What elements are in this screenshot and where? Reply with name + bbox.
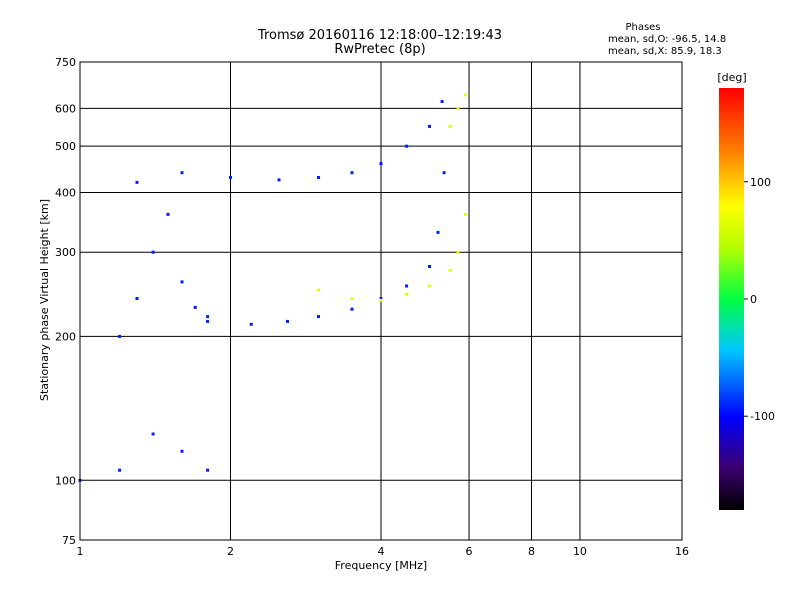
y-tick-label: 300 (55, 246, 76, 259)
data-point (118, 468, 122, 472)
data-point (456, 250, 460, 254)
grid-lines (80, 62, 682, 540)
data-point (193, 305, 197, 309)
data-point (180, 280, 184, 284)
data-point (448, 268, 452, 272)
stats-title: Phases (625, 22, 660, 33)
data-point (135, 180, 139, 184)
chart-title: Tromsø 20160116 12:18:00–12:19:43 (257, 28, 502, 43)
x-axis-ticks: 1 2 4 6 8 10 16 (77, 545, 690, 558)
data-point (118, 334, 122, 338)
data-point (463, 93, 467, 97)
stats-line-o: mean, sd,O: -96.5, 14.8 (608, 34, 726, 45)
y-tick-label: 400 (55, 186, 76, 199)
colorbar (719, 88, 744, 510)
data-point (206, 315, 210, 319)
data-point (180, 171, 184, 175)
data-point (206, 319, 210, 323)
y-tick-label: 75 (62, 534, 76, 547)
data-point (463, 212, 467, 216)
colorbar-ticks: 100 0 -100 (744, 176, 775, 423)
x-tick-label: 8 (528, 545, 535, 558)
data-point (317, 288, 320, 292)
colorbar-tick-label: 0 (750, 293, 757, 306)
plot-frame (79, 61, 683, 541)
data-point (350, 297, 354, 300)
data-point (151, 432, 155, 436)
data-point (379, 297, 383, 300)
stats-line-x: mean, sd,X: 85.9, 18.3 (608, 46, 722, 57)
data-point (379, 298, 383, 302)
data-point (180, 449, 184, 453)
data-point (151, 250, 155, 254)
colorbar-tick-label: -100 (750, 410, 775, 423)
data-point (350, 171, 354, 175)
data-point (229, 176, 232, 179)
data-point (350, 307, 354, 311)
data-point (166, 212, 170, 216)
y-tick-label: 600 (55, 102, 76, 115)
colorbar-tick-label: 100 (750, 176, 771, 189)
data-point (436, 230, 440, 234)
data-point (456, 106, 460, 110)
colorbar-label: [deg] (717, 71, 746, 84)
y-tick-label: 750 (55, 56, 76, 69)
data-point (135, 297, 139, 300)
y-tick-label: 100 (55, 474, 76, 487)
data-point (442, 171, 446, 175)
y-axis-label: Stationary phase Virtual Height [km] (38, 199, 51, 401)
y-axis-ticks: 75 100 200 300 400 500 600 750 (55, 56, 76, 547)
data-point (379, 162, 383, 165)
x-tick-label: 1 (77, 545, 84, 558)
data-point (317, 315, 320, 319)
data-point (440, 100, 444, 103)
x-tick-label: 4 (378, 545, 385, 558)
data-point (206, 468, 210, 472)
data-point (277, 178, 281, 182)
x-tick-label: 10 (573, 545, 587, 558)
data-points (78, 93, 467, 482)
data-point (405, 144, 409, 148)
x-tick-label: 6 (466, 545, 473, 558)
data-point (428, 284, 431, 288)
data-point (428, 265, 431, 268)
data-point (249, 322, 253, 326)
x-tick-label: 16 (675, 545, 689, 558)
data-point (405, 284, 409, 288)
y-tick-label: 200 (55, 330, 76, 343)
data-point (286, 319, 289, 323)
x-tick-label: 2 (227, 545, 234, 558)
y-tick-label: 500 (55, 140, 76, 153)
x-axis-label: Frequency [MHz] (335, 559, 427, 572)
data-point (428, 124, 431, 128)
data-point (405, 292, 409, 296)
chart-subtitle: RwPretec (8p) (334, 42, 425, 57)
data-point (317, 176, 320, 179)
data-point (448, 124, 452, 128)
